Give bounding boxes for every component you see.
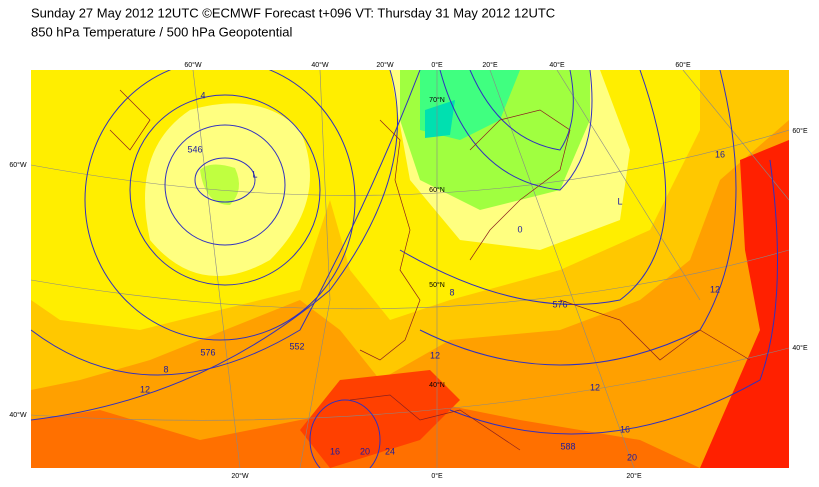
contour-label: 4 [200, 90, 205, 100]
contour-label: 576 [552, 299, 567, 309]
contour-label: 588 [560, 441, 575, 451]
graticule-label: 40°E [792, 344, 808, 352]
contour-label: 24 [385, 446, 395, 456]
graticule-label: 0°E [431, 61, 443, 69]
contour-label: L [617, 196, 622, 206]
graticule-label: 0°E [431, 472, 443, 480]
graticule-label: 60°N [429, 186, 445, 194]
contour-label: 8 [163, 364, 168, 374]
graticule-label: 20°W [376, 61, 394, 69]
map [31, 70, 789, 468]
subtitle: 850 hPa Temperature / 500 hPa Geopotenti… [31, 24, 293, 39]
contour-label: 552 [289, 341, 304, 351]
graticule-label: 60°W [9, 161, 27, 169]
contour-label: 16 [715, 149, 725, 159]
graticule-label: 40°W [311, 61, 329, 69]
contour-label: 12 [710, 284, 720, 294]
contour-label: 16 [330, 446, 340, 456]
graticule-label: 20°E [482, 61, 498, 69]
contour-label: 12 [430, 350, 440, 360]
graticule-label: 40°E [549, 61, 565, 69]
graticule-label: 40°W [9, 411, 27, 419]
contour-label: 20 [627, 452, 637, 462]
graticule-label: 70°N [429, 96, 445, 104]
contour-label: L [252, 169, 257, 179]
contour-label: 0 [517, 224, 522, 234]
contour-label: 20 [360, 446, 370, 456]
contour-label: 576 [200, 347, 215, 357]
graticule-label: 50°N [429, 281, 445, 289]
contour-label: 12 [140, 384, 150, 394]
graticule-label: 20°E [626, 472, 642, 480]
labels: 60°W 40°W 20°W 0°E 20°E 40°E 60°E 20°W 0°E 20°E 60… [9, 61, 808, 480]
contour-label: 16 [620, 424, 630, 434]
graticule-label: 60°W [184, 61, 202, 69]
contour-label: 12 [590, 382, 600, 392]
graticule-label: 20°W [231, 472, 249, 480]
graticule-label: 60°E [792, 127, 808, 135]
contour-label: 546 [187, 144, 202, 154]
contour-label: 8 [449, 287, 454, 297]
graticule-label: 40°N [429, 381, 445, 389]
graticule-label: 60°E [675, 61, 691, 69]
title: Sunday 27 May 2012 12UTC ©ECMWF Forecast… [31, 5, 555, 20]
